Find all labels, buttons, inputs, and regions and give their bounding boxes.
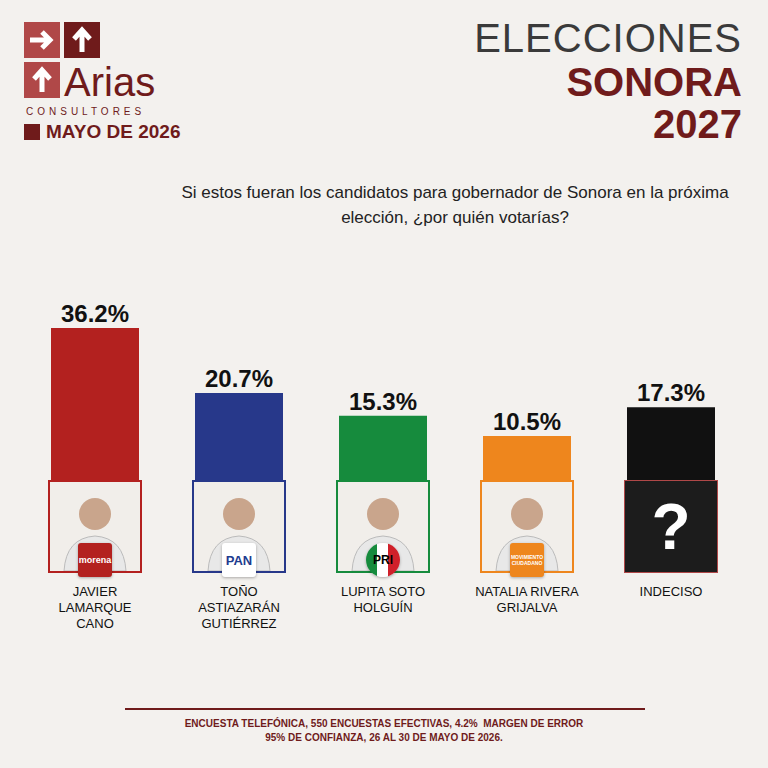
svg-text:15.3%: 15.3% bbox=[349, 388, 417, 415]
html-text:CONSULTORES: CONSULTORES bbox=[26, 106, 146, 117]
html-text:MOVIMIENTO CIUDADANO: MOVIMIENTO CIUDADANO bbox=[510, 554, 544, 566]
html-text:2027: 2027 bbox=[653, 102, 742, 146]
html-text:ENCUESTA TELEFÓNICA, 550 ENCUE: ENCUESTA TELEFÓNICA, 550 ENCUESTAS EFECT… bbox=[184, 718, 584, 729]
html-text:morena: morena bbox=[78, 555, 112, 565]
svg-text:10.5%: 10.5% bbox=[493, 408, 561, 435]
svg-text:20.7%: 20.7% bbox=[205, 365, 273, 392]
html-text:JAVIER LAMARQUE CANO: JAVIER LAMARQUE CANO bbox=[58, 584, 132, 631]
html-text:INDECISO: INDECISO bbox=[639, 584, 703, 599]
html-text:MAYO DE 2026: MAYO DE 2026 bbox=[46, 121, 181, 142]
html-text:LUPITA SOTO HOLGUÍN: LUPITA SOTO HOLGUÍN bbox=[341, 584, 425, 615]
html-text:ELECCIONES: ELECCIONES bbox=[474, 16, 742, 60]
svg-text:36.2%: 36.2% bbox=[61, 300, 129, 327]
html-text:TOÑO ASTIAZARÁN GUTIÉRREZ: TOÑO ASTIAZARÁN GUTIÉRREZ bbox=[198, 584, 280, 631]
html-text:95% DE CONFIANZA, 26 AL 30 DE: 95% DE CONFIANZA, 26 AL 30 DE MAYO DE 20… bbox=[265, 732, 503, 743]
html-text:PAN: PAN bbox=[225, 552, 253, 568]
svg-text:17.3%: 17.3% bbox=[637, 379, 705, 406]
html-text:Si estos fueran los candidatos: Si estos fueran los candidatos para gobe… bbox=[181, 183, 729, 227]
html-text:Arias: Arias bbox=[64, 60, 156, 104]
html-text:PRI: PRI bbox=[373, 553, 393, 567]
html-text:NATALIA RIVERA GRIJALVA: NATALIA RIVERA GRIJALVA bbox=[475, 584, 579, 615]
html-text:SONORA: SONORA bbox=[566, 60, 742, 104]
